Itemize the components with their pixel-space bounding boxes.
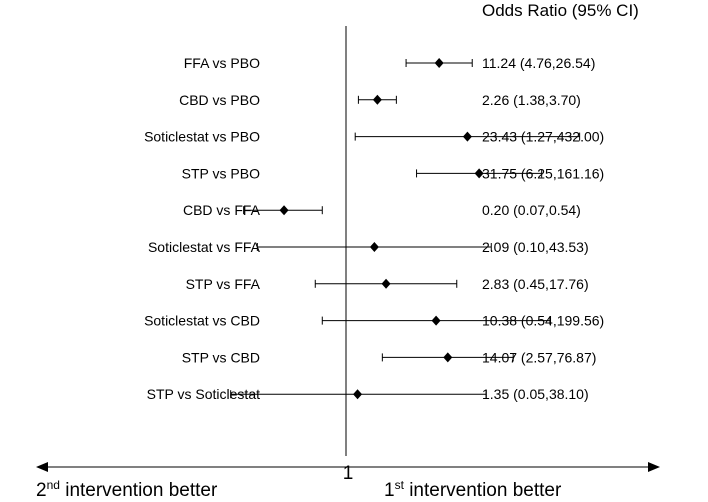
left-arrow-head <box>36 462 48 472</box>
forest-row: Soticlestat vs PBO 23.43 (1.27,432.00) <box>144 129 604 145</box>
right-arrow-head <box>648 462 660 472</box>
forest-row: CBD vs FFA 0.20 (0.07,0.54) <box>183 202 581 218</box>
forest-row: STP vs FFA 2.83 (0.45,17.76) <box>186 276 589 292</box>
left-direction-label: 2nd intervention better <box>36 478 218 501</box>
forest-row: Soticlestat vs FFA 2.09 (0.10,43.53) <box>148 239 589 255</box>
odds-ratio-ci-text: 31.75 (6.25,161.16) <box>482 165 604 181</box>
comparison-label: STP vs Soticlestat <box>147 386 260 402</box>
forest-row: FFA vs PBO 11.24 (4.76,26.54) <box>184 55 596 71</box>
point-estimate-marker <box>369 242 379 252</box>
odds-ratio-ci-text: 2.26 (1.38,3.70) <box>482 92 581 108</box>
point-estimate-marker <box>381 278 391 289</box>
forest-row: STP vs Soticlestat 1.35 (0.05,38.10) <box>147 386 589 402</box>
point-estimate-marker <box>431 315 441 326</box>
comparison-label: Soticlestat vs FFA <box>148 239 261 255</box>
reference-value-label: 1 <box>343 463 354 484</box>
right-direction-label: 1st intervention better <box>384 478 562 501</box>
comparison-label: FFA vs PBO <box>184 55 260 71</box>
odds-ratio-ci-text: 2.83 (0.45,17.76) <box>482 276 589 292</box>
point-estimate-marker <box>474 168 484 179</box>
comparison-label: STP vs FFA <box>186 276 261 292</box>
odds-ratio-ci-text: 14.07 (2.57,76.87) <box>482 349 596 365</box>
point-estimate-marker <box>443 352 453 363</box>
odds-ratio-header: Odds Ratio (95% CI) <box>482 1 639 20</box>
forest-row: STP vs PBO 31.75 (6.25,161.16) <box>182 165 605 181</box>
forest-row: STP vs CBD 14.07 (2.57,76.87) <box>182 349 597 365</box>
comparison-label: Soticlestat vs CBD <box>144 313 260 329</box>
comparison-label: CBD vs PBO <box>179 92 260 108</box>
point-estimate-marker <box>279 205 289 216</box>
odds-ratio-ci-text: 10.38 (0.54,199.56) <box>482 313 604 329</box>
odds-ratio-ci-text: 11.24 (4.76,26.54) <box>482 55 595 71</box>
point-estimate-marker <box>372 94 382 105</box>
odds-ratio-ci-text: 23.43 (1.27,432.00) <box>482 129 604 145</box>
comparison-label: CBD vs FFA <box>183 202 261 218</box>
point-estimate-marker <box>434 58 444 68</box>
odds-ratio-ci-text: 2.09 (0.10,43.53) <box>482 239 589 255</box>
forest-row: Soticlestat vs CBD 10.38 (0.54,199.56) <box>144 313 604 329</box>
odds-ratio-ci-text: 1.35 (0.05,38.10) <box>482 386 589 402</box>
comparison-label: STP vs PBO <box>182 165 260 181</box>
forest-row: CBD vs PBO 2.26 (1.38,3.70) <box>179 92 581 108</box>
comparison-label: STP vs CBD <box>182 349 260 365</box>
comparison-label: Soticlestat vs PBO <box>144 129 260 145</box>
point-estimate-marker <box>353 389 363 400</box>
forest-rows: FFA vs PBO 11.24 (4.76,26.54) CBD vs PBO 2.… <box>144 55 604 402</box>
point-estimate-marker <box>462 131 472 142</box>
odds-ratio-ci-text: 0.20 (0.07,0.54) <box>482 202 581 218</box>
